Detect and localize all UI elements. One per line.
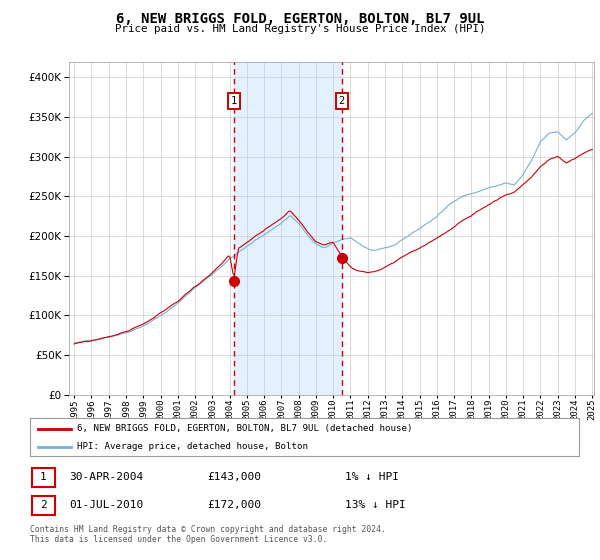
Text: 30-APR-2004: 30-APR-2004 [69, 472, 143, 482]
Text: £172,000: £172,000 [207, 500, 261, 510]
Text: 6, NEW BRIGGS FOLD, EGERTON, BOLTON, BL7 9UL: 6, NEW BRIGGS FOLD, EGERTON, BOLTON, BL7… [116, 12, 484, 26]
Text: Price paid vs. HM Land Registry's House Price Index (HPI): Price paid vs. HM Land Registry's House … [115, 24, 485, 34]
Text: 2: 2 [339, 96, 345, 106]
Text: 13% ↓ HPI: 13% ↓ HPI [345, 500, 406, 510]
Text: 1: 1 [40, 472, 47, 482]
Bar [234, 62, 342, 395]
Text: 6, NEW BRIGGS FOLD, EGERTON, BOLTON, BL7 9UL (detached house): 6, NEW BRIGGS FOLD, EGERTON, BOLTON, BL7… [77, 424, 412, 433]
Text: £143,000: £143,000 [207, 472, 261, 482]
Text: 1: 1 [231, 96, 237, 106]
Text: 2: 2 [40, 500, 47, 510]
Text: 01-JUL-2010: 01-JUL-2010 [69, 500, 143, 510]
Text: Contains HM Land Registry data © Crown copyright and database right 2024.
This d: Contains HM Land Registry data © Crown c… [30, 525, 386, 544]
Text: 1% ↓ HPI: 1% ↓ HPI [345, 472, 399, 482]
Text: HPI: Average price, detached house, Bolton: HPI: Average price, detached house, Bolt… [77, 442, 308, 451]
